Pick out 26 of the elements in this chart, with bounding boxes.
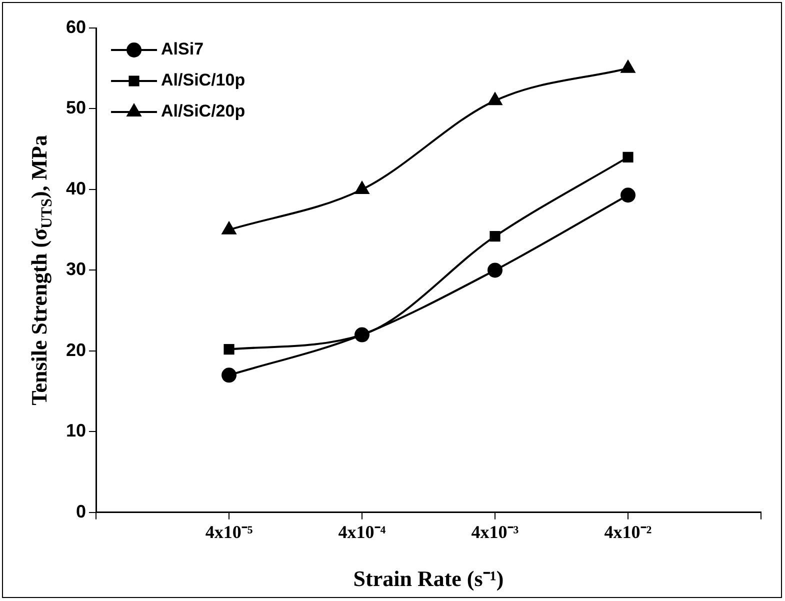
x-axis-title: Strain Rate (s⁻¹) (353, 566, 504, 592)
x-tick-label: 4x10⁻⁵ (205, 522, 254, 542)
x-tick-label: 4x10⁻³ (471, 522, 520, 542)
point (620, 59, 636, 73)
y-tick-label: 60 (66, 16, 86, 37)
point (224, 344, 234, 355)
point (354, 327, 370, 342)
point (487, 92, 503, 106)
point (490, 230, 500, 242)
point (354, 180, 370, 194)
legend-label: AlSi7 (161, 40, 204, 59)
y-tick-label: 40 (66, 178, 86, 198)
x-tick-label: 4x10⁻² (604, 522, 652, 542)
y-tick-label: 0 (76, 501, 86, 522)
point (620, 188, 636, 203)
point (622, 152, 634, 162)
y-tick-label: 50 (66, 98, 86, 118)
point (222, 368, 237, 383)
point (488, 262, 503, 278)
x-tick-label: 4x10⁻⁴ (338, 522, 386, 542)
legend-label: Al/SiC/10p (161, 70, 246, 90)
y-tick-label: 20 (66, 340, 86, 360)
y-tick-label: 10 (66, 420, 86, 441)
y-tick-label: 30 (66, 259, 86, 280)
legend-label: Al/SiC/20p (161, 102, 246, 121)
y-axis-title: Tensile Strength (σUTS), MPa (26, 134, 56, 406)
